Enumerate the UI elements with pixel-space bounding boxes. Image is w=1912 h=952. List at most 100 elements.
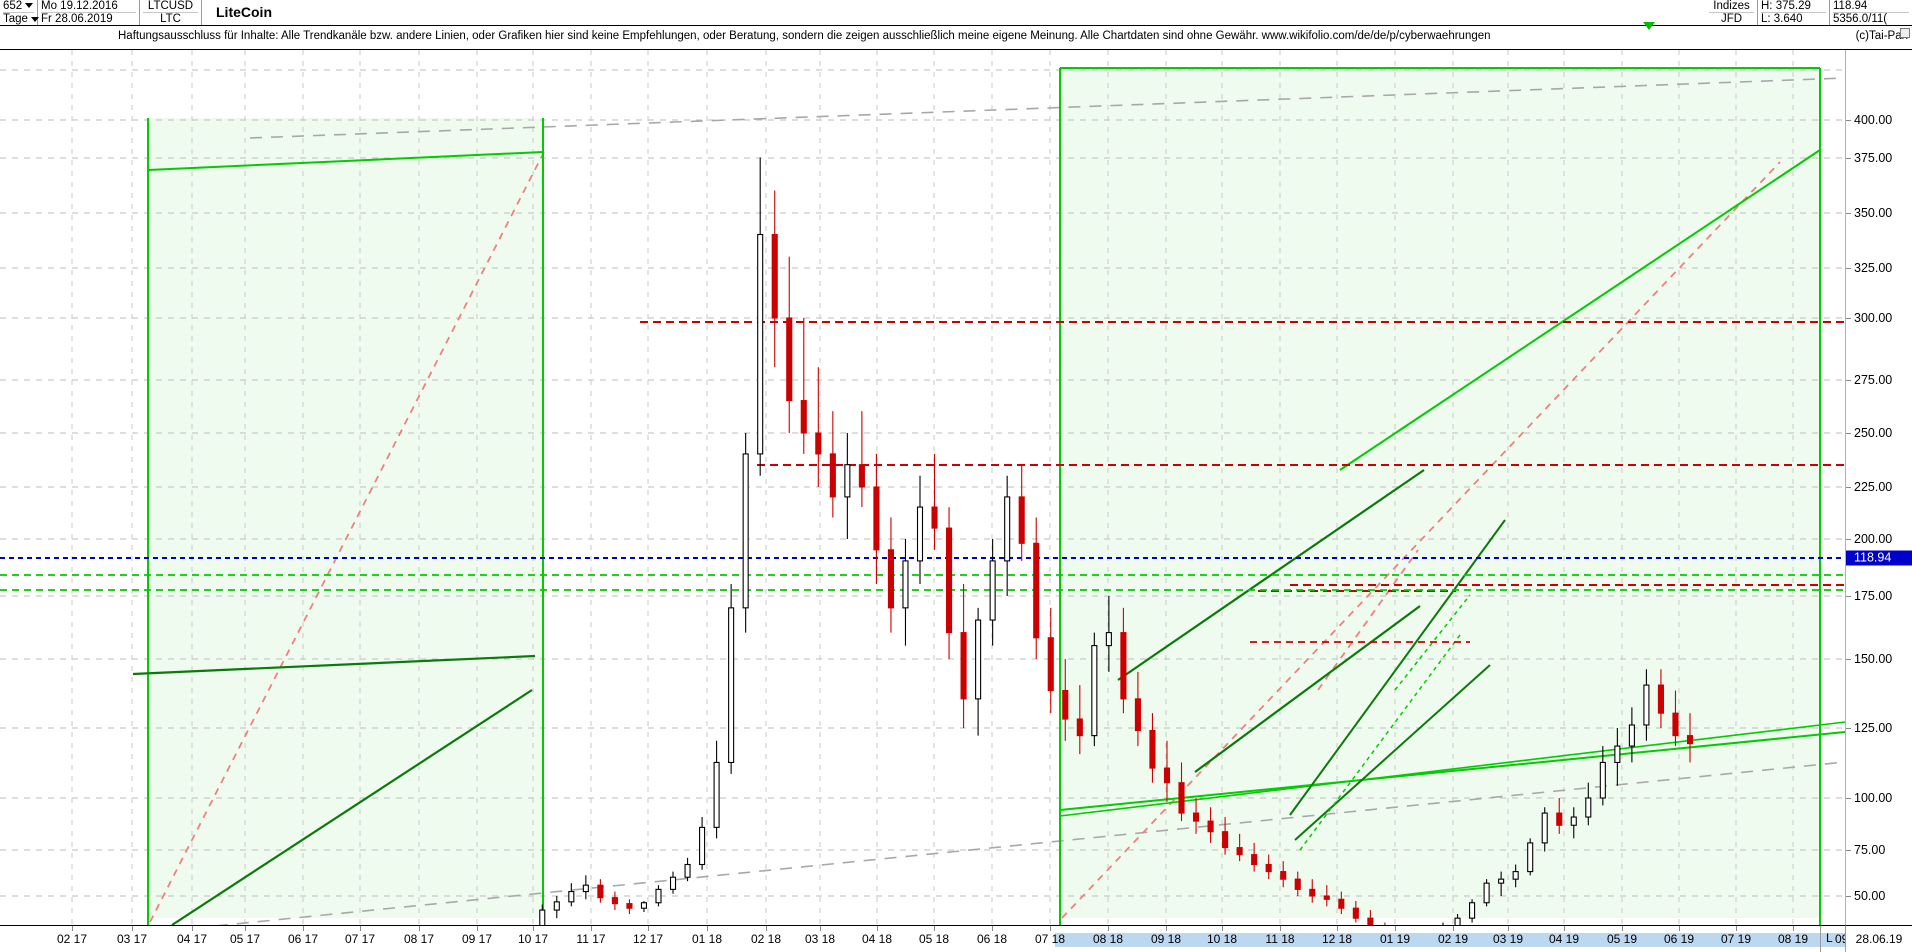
interval-value: Tage	[3, 13, 28, 25]
symbol-display[interactable]: LTCUSD LTC	[140, 0, 202, 25]
price-axis-label: 400.00	[1854, 113, 1893, 127]
date-axis-label: 09 17	[461, 932, 493, 946]
price-axis-label: 375.00	[1854, 151, 1893, 165]
date-tick	[1050, 926, 1051, 931]
channel-2019-border	[1059, 67, 1821, 925]
price-axis-label: 125.00	[1854, 721, 1893, 735]
date-axis-label: 06 18	[976, 932, 1008, 946]
candle-body	[1047, 637, 1054, 692]
date-axis-separator	[1820, 926, 1821, 952]
resistance-lines	[640, 321, 1845, 592]
candle-body	[1091, 645, 1098, 737]
date-axis-label: 02 17	[56, 932, 88, 946]
bar-count-selector[interactable]: 652 Tage	[0, 0, 39, 25]
date-axis-label: 09 18	[1150, 932, 1182, 946]
candle-body	[1338, 898, 1345, 909]
candle-body	[902, 560, 909, 609]
date-axis-label: 08 18	[1092, 932, 1124, 946]
candle-body	[858, 464, 865, 488]
candle-body	[844, 464, 851, 498]
date-tick	[1564, 926, 1565, 931]
date-axis-label: 11 18	[1265, 932, 1295, 946]
price-tick	[1846, 433, 1851, 434]
last-price-tag: 118.94	[1846, 550, 1912, 566]
candle-body	[1672, 712, 1679, 737]
long-term-trendlines	[132, 149, 1845, 925]
last-bar-marker: L	[1826, 931, 1833, 945]
date-axis-label: 11 17	[576, 932, 606, 946]
date-range-display[interactable]: Mo 19.12.2016 Fr 28.06.2019	[38, 0, 140, 25]
price-tick	[1846, 158, 1851, 159]
date-axis-label: 12 17	[632, 932, 664, 946]
date-axis-label: 08 19	[1777, 932, 1809, 946]
date-tick	[1453, 926, 1454, 931]
candle-body	[1614, 745, 1621, 764]
bar-count-value: 652	[3, 0, 23, 12]
price-axis-label: 250.00	[1854, 426, 1893, 440]
candle-body	[1309, 888, 1316, 897]
date-axis-label: 12 18	[1321, 932, 1353, 946]
candle-body	[931, 506, 938, 529]
date-axis-label: 08 17	[403, 932, 435, 946]
candle-body	[539, 909, 546, 925]
symbol-short: LTC	[160, 13, 181, 25]
candle-body	[1222, 831, 1229, 849]
date-axis-plain-band	[0, 933, 1055, 947]
date-tick	[1736, 926, 1737, 931]
scrollbar-thumb[interactable]	[1900, 28, 1910, 38]
date-tick	[303, 926, 304, 931]
candle-body	[684, 863, 691, 878]
candle-body	[1294, 878, 1301, 890]
upper-resistance-trendline	[216, 77, 1845, 925]
price-axis-label: 150.00	[1854, 652, 1893, 666]
price-tick	[1846, 487, 1851, 488]
date-from: Mo 19.12.2016	[41, 0, 118, 12]
date-tick	[707, 926, 708, 931]
candle-body	[1469, 902, 1476, 919]
candle-body	[611, 897, 618, 905]
date-axis-label: 05 18	[918, 932, 950, 946]
chart-plot-area[interactable]	[0, 50, 1845, 925]
candle-body	[1686, 735, 1694, 745]
date-tick	[1679, 926, 1680, 931]
instrument-title: LiteCoin	[202, 0, 1706, 25]
candle-body	[786, 317, 793, 402]
price-tick	[1846, 213, 1851, 214]
date-axis-label: 04 18	[861, 932, 893, 946]
date-axis[interactable]: 02 17 03 17 04 17 05 17 06 17 07 17 08 17 09 17…	[0, 925, 1845, 952]
candle-body	[1498, 878, 1505, 884]
date-tick	[591, 926, 592, 931]
price-axis-label: 175.00	[1854, 589, 1893, 603]
date-tick	[132, 926, 133, 931]
price-tick	[1846, 850, 1851, 851]
candle-body	[829, 453, 836, 498]
price-axis[interactable]: 400.00 375.00 350.00 325.00 300.00 275.00 250.…	[1845, 50, 1912, 925]
candle-body	[669, 876, 677, 890]
date-axis-label: 09 19	[1834, 932, 1845, 946]
category-display[interactable]: Indizes JFD	[1706, 0, 1758, 25]
date-axis-label: 07 17	[344, 932, 376, 946]
candle-body	[1265, 863, 1272, 873]
date-tick	[1280, 926, 1281, 931]
date-axis-label: 10 18	[1206, 932, 1238, 946]
top-toolbar: 652 Tage Mo 19.12.2016 Fr 28.06.2019 LTC…	[0, 0, 1912, 26]
provider-label: JFD	[1720, 13, 1743, 25]
price-axis-label: 275.00	[1854, 373, 1893, 387]
support-lines	[0, 574, 1845, 591]
candle-body	[1018, 496, 1025, 544]
horizontal-gridlines	[0, 69, 1845, 897]
date-tick	[1793, 926, 1794, 931]
candlestick-series	[539, 157, 1694, 925]
candle-body	[1236, 847, 1243, 856]
period-low: L: 3.640	[1761, 13, 1803, 25]
date-axis-label: 02 19	[1437, 932, 1469, 946]
price-axis-label: 200.00	[1854, 532, 1893, 546]
category-label: Indizes	[1713, 0, 1750, 12]
price-axis-label: 325.00	[1854, 261, 1893, 275]
price-tick	[1846, 268, 1851, 269]
vertical-gridlines	[71, 50, 1794, 925]
candle-body	[1178, 782, 1185, 814]
candle-body	[815, 432, 822, 455]
candle-body	[1149, 729, 1156, 769]
candle-body	[1033, 542, 1040, 639]
